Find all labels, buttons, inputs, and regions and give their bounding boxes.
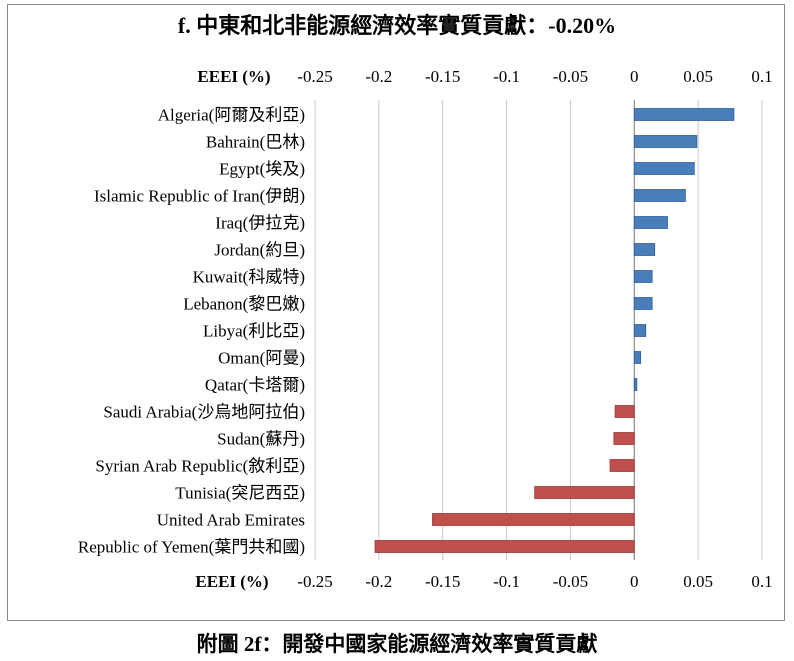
x-tick-label-bottom: -0.1 — [493, 572, 520, 591]
x-tick-label-bottom: -0.05 — [553, 572, 588, 591]
x-tick-label-bottom: -0.15 — [425, 572, 460, 591]
category-label: Syrian Arab Republic(敘利亞) — [95, 457, 305, 476]
chart-title: f. 中東和北非能源經濟效率實質貢獻：-0.20% — [177, 13, 617, 38]
figure-caption: 附圖 2f：開發中國家能源經濟效率實質貢獻 — [196, 632, 598, 656]
bar — [613, 432, 635, 445]
category-label: Qatar(卡塔爾) — [205, 376, 305, 395]
category-label: Iraq(伊拉克) — [215, 214, 305, 233]
bar — [633, 378, 638, 391]
category-label: Republic of Yemen(葉門共和國) — [78, 538, 305, 557]
category-label: United Arab Emirates — [157, 511, 305, 530]
x-tick-label-top: -0.25 — [297, 67, 332, 86]
x-tick-label-bottom: -0.25 — [297, 572, 332, 591]
x-tick-label-bottom: 0 — [630, 572, 639, 591]
bar — [633, 243, 656, 256]
x-tick-label-bottom: 0.1 — [751, 572, 772, 591]
x-tick-label-top: -0.05 — [553, 67, 588, 86]
x-tick-label-top: -0.1 — [493, 67, 520, 86]
x-tick-label-top: -0.2 — [365, 67, 392, 86]
bar — [633, 270, 653, 283]
category-label: Oman(阿曼) — [218, 349, 305, 368]
bar — [633, 189, 686, 202]
category-label: Egypt(埃及) — [219, 160, 305, 179]
x-tick-label-bottom: 0.05 — [683, 572, 713, 591]
bar — [633, 297, 653, 310]
x-tick-label-top: 0.05 — [683, 67, 713, 86]
category-label: Jordan(約旦) — [214, 241, 305, 260]
bar — [633, 162, 695, 175]
bar — [633, 216, 668, 229]
bar — [432, 513, 635, 526]
x-tick-label-top: 0.1 — [751, 67, 772, 86]
x-tick-label-top: 0 — [630, 67, 639, 86]
bar — [633, 135, 698, 148]
chart-frame — [7, 4, 785, 621]
x-tick-label-top: -0.15 — [425, 67, 460, 86]
category-label: Algeria(阿爾及利亞) — [158, 106, 305, 125]
category-label: Kuwait(科威特) — [193, 268, 305, 287]
bar — [633, 108, 735, 121]
x-axis-title-bottom: EEEI (%) — [195, 572, 268, 591]
category-label: Sudan(蘇丹) — [217, 430, 305, 449]
x-axis-title-top: EEEI (%) — [197, 67, 270, 86]
x-tick-label-bottom: -0.2 — [365, 572, 392, 591]
category-label: Islamic Republic of Iran(伊朗) — [94, 187, 305, 206]
bar — [609, 459, 635, 472]
bar — [534, 486, 635, 499]
bar — [374, 540, 635, 553]
category-label: Tunisia(突尼西亞) — [175, 484, 305, 503]
category-label: Libya(利比亞) — [203, 322, 305, 341]
category-label: Saudi Arabia(沙烏地阿拉伯) — [103, 403, 305, 422]
bar — [633, 324, 647, 337]
bar — [614, 405, 635, 418]
category-label: Bahrain(巴林) — [206, 133, 305, 152]
category-label: Lebanon(黎巴嫩) — [183, 295, 305, 314]
bar — [633, 351, 642, 364]
